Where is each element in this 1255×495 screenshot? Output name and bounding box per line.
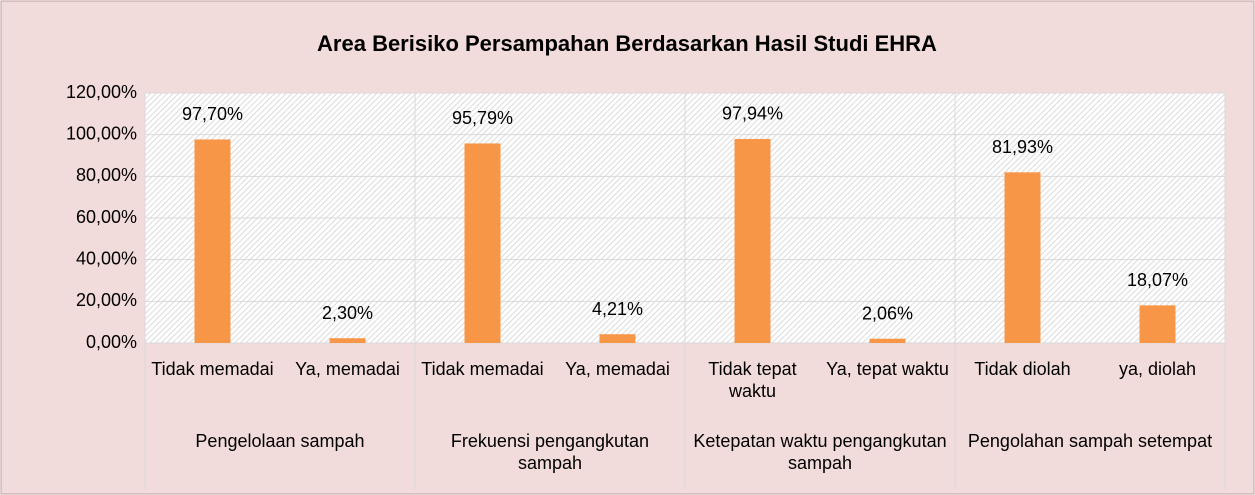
x-tick-label: Ya, memadai	[295, 359, 400, 379]
group-label: Frekuensi pengangkutan sampah	[450, 431, 650, 473]
bar	[1139, 305, 1176, 343]
data-label: 95,79%	[452, 108, 513, 128]
x-tick-label: Ya, tepat waktu	[826, 359, 949, 379]
bar	[869, 338, 906, 343]
y-tick-label: 60,00%	[76, 207, 137, 227]
data-label: 81,93%	[992, 137, 1053, 157]
data-label: 2,06%	[862, 303, 913, 323]
bar	[194, 139, 231, 343]
data-label: 97,70%	[182, 104, 243, 124]
group-label: Pengolahan sampah setempat	[967, 431, 1213, 451]
bar	[329, 338, 366, 343]
x-tick-label: Tidak memadai	[151, 359, 274, 379]
group-label: Pengelolaan sampah	[195, 431, 365, 451]
y-tick-label: 40,00%	[76, 248, 137, 268]
data-label: 2,30%	[322, 303, 373, 323]
bar	[734, 138, 771, 343]
x-tick-label: Tidak tepat waktu	[708, 359, 797, 401]
x-tick-label: ya, diolah	[1118, 359, 1197, 379]
y-tick-label: 20,00%	[76, 290, 137, 310]
bar	[1004, 172, 1041, 343]
chart-title: Area Berisiko Persampahan Berdasarkan Ha…	[317, 31, 937, 56]
y-tick-label: 100,00%	[66, 123, 137, 143]
y-tick-label: 80,00%	[76, 165, 137, 185]
data-label: 4,21%	[592, 299, 643, 319]
x-tick-label: Tidak memadai	[421, 359, 544, 379]
bar	[464, 143, 501, 343]
data-label: 97,94%	[722, 104, 783, 124]
data-label: 18,07%	[1127, 270, 1188, 290]
group-label: Ketepatan waktu pengangkutan sampah	[693, 431, 947, 473]
x-tick-label: Ya, memadai	[565, 359, 670, 379]
bar	[599, 334, 636, 343]
x-tick-label: Tidak diolah	[974, 359, 1071, 379]
y-tick-label: 0,00%	[86, 332, 137, 352]
y-tick-label: 120,00%	[66, 82, 137, 102]
